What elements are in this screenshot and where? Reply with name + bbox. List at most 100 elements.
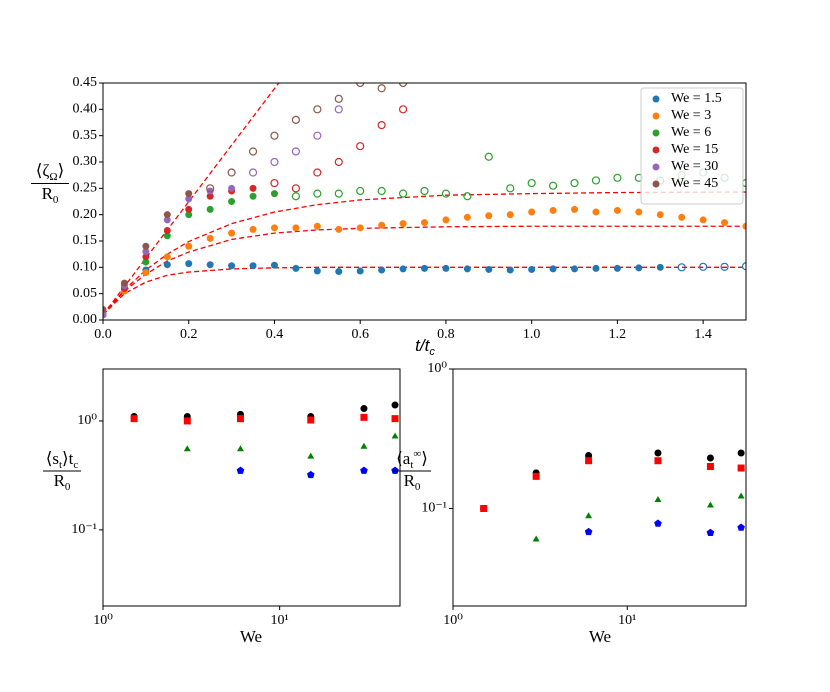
marker xyxy=(635,264,643,272)
marker xyxy=(654,457,662,465)
marker xyxy=(313,105,322,114)
y-tick-label: 0.15 xyxy=(73,233,98,248)
marker xyxy=(228,262,236,270)
y-axis-label-denominator: R0 xyxy=(54,471,71,493)
marker xyxy=(270,224,278,232)
marker xyxy=(613,206,621,214)
label-part: ⟩ xyxy=(421,449,428,468)
legend-box xyxy=(640,87,744,205)
marker xyxy=(741,262,746,271)
marker xyxy=(270,178,279,188)
marker xyxy=(584,527,593,536)
marker xyxy=(142,253,150,261)
marker xyxy=(142,258,150,266)
marker xyxy=(130,415,138,423)
marker xyxy=(377,84,386,93)
y-axis-label-numerator: ⟨ζΩ⟩ xyxy=(36,161,65,183)
y-axis-label-numerator: ⟨st⟩tc xyxy=(46,449,79,471)
y-tick-label: 0.20 xyxy=(73,207,98,222)
marker xyxy=(206,192,214,200)
marker xyxy=(292,224,300,232)
marker xyxy=(163,226,171,234)
label-part: Ω xyxy=(49,171,57,183)
marker xyxy=(613,264,621,272)
marker xyxy=(585,457,593,465)
marker xyxy=(654,496,662,503)
marker xyxy=(398,105,408,114)
marker xyxy=(706,501,714,508)
marker xyxy=(307,416,315,424)
marker xyxy=(506,211,514,219)
marker xyxy=(334,157,343,167)
marker xyxy=(398,189,408,198)
label-part: We xyxy=(589,627,611,646)
marker xyxy=(528,265,536,273)
marker xyxy=(163,211,171,219)
marker xyxy=(103,305,107,313)
fit-line xyxy=(103,191,746,316)
marker xyxy=(737,492,745,499)
label-part: t/t xyxy=(415,336,430,355)
axes-frame xyxy=(452,368,747,607)
marker xyxy=(532,472,540,480)
marker xyxy=(185,211,193,219)
legend-label: We = 6 xyxy=(671,125,711,140)
marker xyxy=(699,216,707,224)
marker xyxy=(506,266,514,274)
marker xyxy=(236,466,245,474)
marker xyxy=(391,466,399,474)
marker xyxy=(142,269,150,277)
marker xyxy=(528,208,536,216)
label-part: t xyxy=(410,459,413,471)
marker xyxy=(378,221,386,229)
y-axis-label-numerator: ⟨at∞⟩ xyxy=(396,448,428,471)
y-tick-label: 10⁰ xyxy=(77,413,97,428)
marker xyxy=(142,248,150,256)
marker xyxy=(360,442,368,449)
legend-label: We = 30 xyxy=(671,159,718,174)
label-part: c xyxy=(73,459,78,471)
x-tick-label: 0.4 xyxy=(266,327,284,342)
marker xyxy=(398,83,408,88)
marker xyxy=(441,189,451,198)
marker xyxy=(549,206,557,214)
marker xyxy=(360,413,368,421)
y-axis-label-denominator: R0 xyxy=(404,471,421,493)
marker xyxy=(356,186,365,196)
marker xyxy=(548,181,558,190)
legend-marker xyxy=(652,180,660,188)
marker xyxy=(654,449,662,457)
marker xyxy=(291,115,300,124)
y-tick-label: 0.25 xyxy=(73,181,98,196)
marker xyxy=(421,219,428,227)
label-part: 0 xyxy=(65,481,71,493)
marker xyxy=(399,220,407,228)
marker xyxy=(391,401,399,409)
label-part: We xyxy=(240,627,262,646)
marker xyxy=(163,253,171,261)
x-tick-label: 10¹ xyxy=(618,613,636,628)
marker xyxy=(249,262,257,270)
marker xyxy=(227,168,236,177)
axes-frame xyxy=(102,368,401,607)
marker xyxy=(706,454,714,462)
label-part: 0 xyxy=(415,481,421,493)
marker xyxy=(656,263,664,271)
marker xyxy=(313,222,321,230)
marker xyxy=(183,417,191,425)
marker xyxy=(142,242,150,250)
label-part: t xyxy=(59,459,62,471)
marker xyxy=(248,147,258,156)
marker xyxy=(532,535,540,542)
y-tick-label: 0.35 xyxy=(73,128,98,143)
label-part: ⟨s xyxy=(46,449,59,468)
label-part: R xyxy=(42,184,54,203)
marker xyxy=(442,216,450,224)
marker xyxy=(485,265,493,273)
marker xyxy=(613,173,622,182)
plot-area xyxy=(480,449,745,542)
x-axis-label: We xyxy=(589,627,611,646)
y-tick-label: 0.05 xyxy=(73,286,98,301)
y-tick-label: 10⁰ xyxy=(427,361,447,376)
marker xyxy=(163,216,171,224)
